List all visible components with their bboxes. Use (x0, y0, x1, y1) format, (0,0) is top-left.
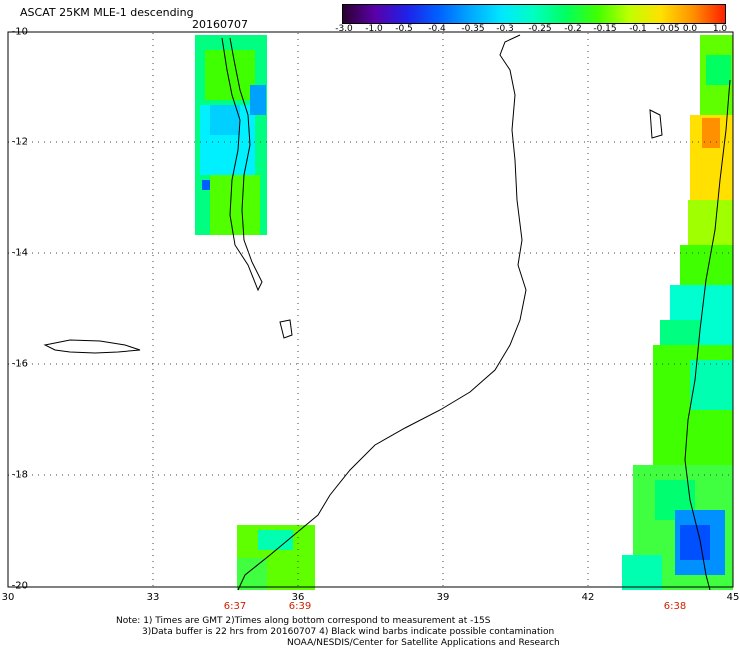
note-line-2: 3)Data buffer is 22 hrs from 20160707 4)… (142, 627, 555, 637)
colorbar-label: -0.25 (528, 24, 552, 34)
colorbar-label: -0.1 (629, 24, 647, 34)
colorbar-label: 1.0 (712, 24, 728, 34)
colorbar-label: 0.0 (682, 24, 698, 34)
colorbar-label: -1.0 (365, 24, 383, 34)
colorbar-label: -0.35 (461, 24, 485, 34)
lat-label: -10 (11, 26, 28, 38)
lon-label: 39 (436, 592, 450, 603)
pass-time-label: 6:38 (663, 601, 687, 612)
lon-label: 33 (146, 592, 160, 603)
lon-label: 30 (1, 592, 15, 603)
pass-time-label: 6:39 (288, 601, 312, 612)
colorbar-label: -0.4 (428, 24, 446, 34)
lon-label: 36 (291, 592, 305, 603)
product-date: 20160707 (192, 18, 248, 31)
colorbar-label: -0.15 (593, 24, 617, 34)
lat-label: -20 (11, 580, 28, 592)
note-line-3: NOAA/NESDIS/Center for Satellite Applica… (287, 638, 560, 648)
lat-label: -12 (11, 136, 28, 148)
coastline (43, 34, 731, 591)
lat-lon-grid (8, 33, 733, 587)
note-line-1: Note: 1) Times are GMT 2)Times along bot… (116, 616, 491, 626)
swath-south (237, 525, 315, 590)
product-title: ASCAT 25KM MLE-1 descending (20, 6, 194, 19)
swath-east (622, 35, 733, 590)
color-scale-bar (342, 4, 726, 24)
lon-label: 45 (726, 592, 740, 603)
map-frame (7, 31, 734, 588)
colorbar-label: -0.2 (564, 24, 582, 34)
lat-label: -14 (11, 247, 28, 259)
colorbar-label: -3.0 (335, 24, 353, 34)
lat-label: -18 (11, 469, 28, 481)
colorbar-label: -0.3 (496, 24, 514, 34)
lon-label: 42 (581, 592, 595, 603)
colorbar-label: -0.5 (395, 24, 413, 34)
swath-northwest (195, 35, 267, 235)
colorbar-label: -0.05 (656, 24, 680, 34)
lat-label: -16 (11, 358, 28, 370)
pass-time-label: 6:37 (223, 601, 247, 612)
